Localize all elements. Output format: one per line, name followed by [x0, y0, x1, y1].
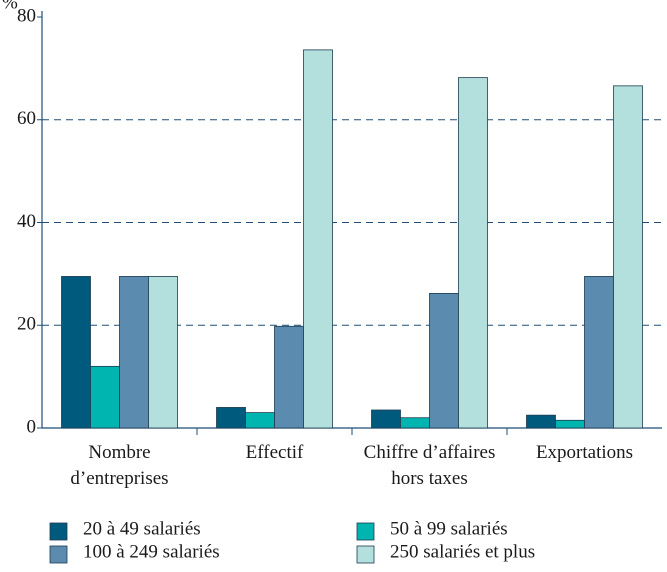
bar	[90, 365, 120, 429]
bar	[400, 417, 430, 429]
bar	[613, 85, 643, 429]
y-axis-label: %	[2, 0, 18, 13]
y-tick-label: 0	[27, 416, 37, 437]
bar	[61, 276, 91, 429]
bar	[429, 292, 459, 429]
legend-swatch	[356, 545, 375, 564]
legend-swatch	[356, 522, 375, 541]
x-tick-label: Chiffre d’affaires hors taxes	[363, 442, 496, 489]
x-tick-label: Effectif	[245, 442, 304, 463]
legend-label: 20 à 49 salariés	[83, 518, 201, 539]
x-tick-label: Exportations	[535, 442, 634, 463]
bar	[119, 276, 149, 429]
bar	[148, 276, 178, 429]
bar	[555, 419, 585, 429]
bar	[274, 325, 304, 429]
legend-label: 100 à 249 salariés	[83, 541, 220, 562]
bar	[526, 414, 556, 429]
legend-swatch	[49, 522, 68, 541]
legend-label: 50 à 99 salariés	[390, 518, 508, 539]
y-tick-label: 80	[17, 5, 36, 26]
legend-swatch	[49, 545, 68, 564]
bar	[584, 276, 614, 429]
y-tick-label: 40	[17, 211, 36, 232]
bar	[303, 49, 333, 429]
legend-label: 250 salariés et plus	[390, 541, 535, 562]
y-tick-label: 60	[17, 108, 36, 129]
y-tick-label: 20	[17, 314, 36, 335]
bar	[245, 412, 275, 429]
bar	[371, 409, 401, 429]
bar	[216, 407, 246, 429]
x-tick-label: Nombre d’entreprises	[70, 442, 169, 489]
bar	[458, 77, 488, 429]
